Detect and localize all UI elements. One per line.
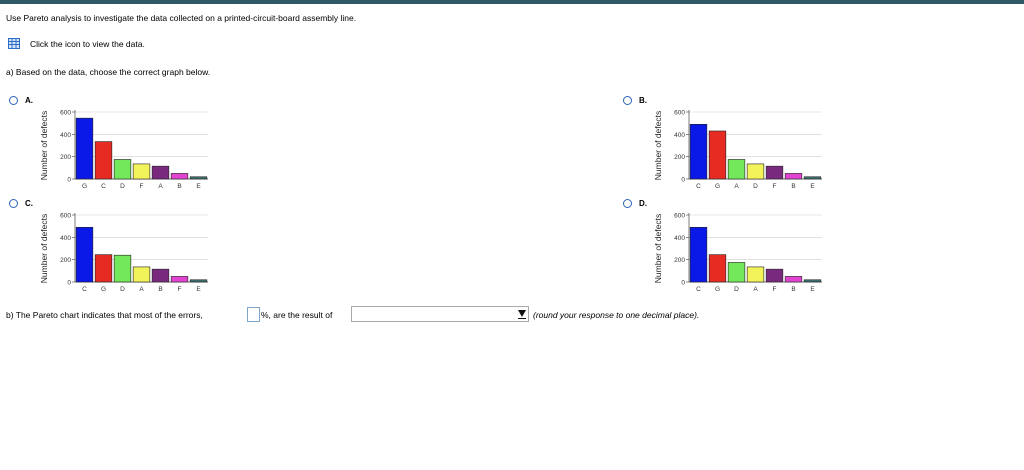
y-tick-label: 200 [60, 154, 71, 161]
bar-G [75, 117, 94, 180]
y-tick-label: 0 [67, 280, 71, 287]
bar-A [746, 266, 765, 283]
option-b-radio[interactable] [623, 96, 632, 105]
rounding-hint: (round your response to one decimal plac… [533, 310, 700, 320]
bar-G [708, 254, 727, 283]
y-tick-label: 400 [60, 235, 71, 242]
x-tick-label: F [773, 286, 777, 293]
x-tick-label: G [101, 286, 106, 293]
option-b-chart: Number of defects 0 200 400 600 C G A D F B E [653, 110, 822, 190]
bar-C [75, 226, 94, 283]
x-tick-label: A [139, 286, 144, 293]
bar-B [151, 268, 170, 283]
option-a-label: A. [25, 96, 33, 105]
bar-C [689, 226, 708, 283]
question-a-text: a) Based on the data, choose the correct… [6, 67, 211, 77]
option-b-label: B. [639, 96, 647, 105]
x-tick-label: G [715, 286, 720, 293]
bar-G [708, 130, 727, 180]
option-d-chart: Number of defects 0 200 400 600 C G D A F B E [653, 213, 822, 293]
y-axis-label: Number of defects [39, 214, 49, 283]
x-tick-label: A [753, 286, 758, 293]
percent-input[interactable] [247, 307, 260, 322]
bar-A [151, 165, 170, 180]
dropdown-arrow-icon[interactable] [518, 310, 526, 317]
y-tick-label: 0 [681, 177, 685, 184]
question-intro: Use Pareto analysis to investigate the d… [6, 13, 357, 23]
bar-A [132, 266, 151, 283]
question-b-text: b) The Pareto chart indicates that most … [6, 310, 203, 320]
x-tick-label: D [120, 183, 125, 190]
x-tick-label: A [158, 183, 163, 190]
x-tick-label: D [120, 286, 125, 293]
bar-D [727, 262, 746, 283]
bar-D [746, 163, 765, 180]
y-tick-label: 200 [60, 257, 71, 264]
x-tick-label: E [810, 286, 815, 293]
x-tick-label: D [753, 183, 758, 190]
y-tick-label: 0 [67, 177, 71, 184]
option-a-radio[interactable] [9, 96, 18, 105]
question-b-middle-text: %, are the result of [261, 310, 333, 320]
table-grid-icon[interactable] [8, 38, 20, 49]
option-d-radio[interactable] [623, 199, 632, 208]
bar-D [113, 159, 132, 180]
x-tick-label: C [101, 183, 106, 190]
x-tick-label: B [791, 183, 795, 190]
y-tick-label: 600 [60, 110, 71, 117]
x-tick-label: E [196, 286, 201, 293]
y-tick-label: 600 [60, 213, 71, 220]
y-tick-label: 600 [674, 110, 685, 117]
x-tick-label: D [734, 286, 739, 293]
x-tick-label: B [158, 286, 162, 293]
y-tick-label: 600 [674, 213, 685, 220]
x-tick-label: C [82, 286, 87, 293]
bar-F [765, 268, 784, 283]
bar-F [170, 276, 189, 283]
y-tick-label: 400 [674, 235, 685, 242]
x-tick-label: B [177, 183, 181, 190]
option-d-label: D. [639, 199, 647, 208]
bar-B [170, 173, 189, 180]
y-tick-label: 400 [60, 132, 71, 139]
x-tick-label: G [82, 183, 87, 190]
bar-C [94, 141, 113, 180]
x-tick-label: C [696, 183, 701, 190]
y-axis-label: Number of defects [653, 111, 663, 180]
bar-E [803, 176, 822, 180]
option-a-chart: Number of defects 0 200 400 600 G C D F A B E [39, 110, 208, 190]
top-accent-bar [0, 0, 1024, 4]
y-tick-label: 200 [674, 154, 685, 161]
option-c-label: C. [25, 199, 33, 208]
y-tick-label: 0 [681, 280, 685, 287]
x-tick-label: F [140, 183, 144, 190]
bar-F [132, 163, 151, 180]
y-axis-label: Number of defects [39, 111, 49, 180]
x-tick-label: F [773, 183, 777, 190]
bar-C [689, 123, 708, 180]
bar-E [189, 176, 208, 180]
bar-B [784, 276, 803, 283]
bar-E [803, 279, 822, 283]
x-tick-label: A [734, 183, 739, 190]
y-axis-label: Number of defects [653, 214, 663, 283]
option-c-radio[interactable] [9, 199, 18, 208]
x-tick-label: B [791, 286, 795, 293]
cause-dropdown[interactable] [351, 306, 529, 322]
y-tick-label: 400 [674, 132, 685, 139]
bar-E [189, 279, 208, 283]
bar-D [113, 254, 132, 283]
bar-A [727, 159, 746, 180]
option-c-chart: Number of defects 0 200 400 600 C G D A B F E [39, 213, 208, 293]
x-tick-label: C [696, 286, 701, 293]
bar-B [784, 173, 803, 180]
view-data-link[interactable]: Click the icon to view the data. [30, 39, 145, 49]
x-tick-label: F [178, 286, 182, 293]
x-tick-label: G [715, 183, 720, 190]
bar-F [765, 165, 784, 180]
x-tick-label: E [810, 183, 815, 190]
x-tick-label: E [196, 183, 201, 190]
y-tick-label: 200 [674, 257, 685, 264]
bar-G [94, 254, 113, 283]
